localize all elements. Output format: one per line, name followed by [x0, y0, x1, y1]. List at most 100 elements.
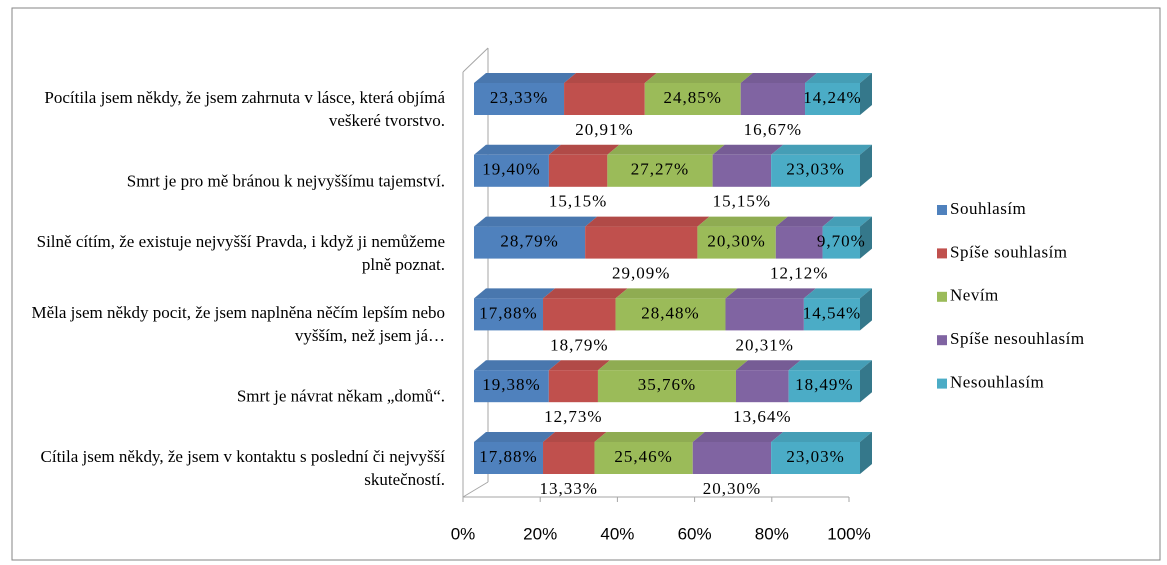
category-label: Pocítila jsem někdy, že jsem zahrnuta v …	[44, 88, 445, 130]
legend-swatch	[937, 248, 947, 259]
value-label: 15,15%	[549, 192, 607, 211]
bar	[771, 154, 860, 187]
bar	[543, 442, 595, 474]
bar-side	[860, 288, 872, 331]
value-label: 13,64%	[733, 407, 791, 426]
back-wall	[462, 47, 489, 498]
legend-swatch	[937, 335, 947, 346]
value-label: 28,48%	[641, 303, 699, 322]
bar	[740, 83, 806, 115]
bar	[725, 298, 804, 331]
value-label: 28,79%	[500, 232, 558, 251]
bar-top	[474, 288, 556, 299]
bar-side	[860, 73, 872, 115]
bar-top	[564, 73, 657, 83]
bar-top	[543, 288, 628, 299]
bar-top	[474, 432, 556, 442]
legend-label: Spíše nesouhlasím	[950, 329, 1085, 348]
category-label: Cítila jsem někdy, že jsem v kontaktu s …	[40, 447, 445, 489]
value-label: 19,38%	[482, 375, 540, 394]
value-label: 14,54%	[803, 303, 861, 322]
bar	[735, 370, 789, 403]
value-label: 17,88%	[479, 447, 537, 466]
bar-top	[474, 216, 598, 227]
wall-edge	[462, 47, 489, 73]
bar-side	[860, 360, 872, 403]
value-label: 14,24%	[803, 88, 861, 107]
legend-swatch	[937, 205, 947, 215]
value-label: 24,85%	[664, 88, 722, 107]
x-tick-label: 0%	[451, 524, 476, 543]
legend-swatch	[937, 378, 947, 389]
value-label: 12,73%	[544, 407, 602, 426]
bar	[803, 298, 860, 331]
x-tick-label: 60%	[678, 524, 712, 543]
bar	[548, 154, 608, 187]
bar	[788, 370, 860, 403]
bar	[771, 442, 860, 474]
bar	[775, 226, 823, 259]
legend-label: Spíše souhlasím	[950, 242, 1068, 261]
value-label: 23,03%	[786, 447, 844, 466]
value-label: 35,76%	[638, 375, 696, 394]
value-label: 19,40%	[482, 160, 540, 179]
bar	[805, 83, 860, 115]
value-label: 17,88%	[479, 303, 537, 322]
bar	[822, 226, 860, 259]
value-label: 20,31%	[735, 335, 793, 354]
bar-top	[805, 73, 872, 83]
bar-top	[725, 288, 816, 299]
bar-top	[712, 144, 784, 155]
value-label: 16,67%	[744, 120, 802, 139]
value-label: 13,33%	[540, 479, 598, 498]
bar	[474, 83, 565, 115]
value-label: 29,09%	[612, 264, 670, 283]
bar	[597, 370, 736, 403]
value-label: 20,30%	[703, 479, 761, 498]
x-tick-label: 100%	[827, 524, 870, 543]
bar	[543, 298, 616, 331]
bar	[697, 226, 776, 259]
bar	[712, 154, 772, 187]
bar-top	[644, 73, 753, 83]
bar-top	[607, 144, 725, 155]
bar	[585, 226, 698, 259]
bar	[644, 83, 741, 115]
legend-label: Nevím	[950, 286, 999, 305]
bar	[564, 83, 645, 115]
legend-label: Nesouhlasím	[950, 373, 1044, 392]
value-label: 18,49%	[795, 375, 853, 394]
bar-top	[474, 360, 561, 371]
value-label: 18,79%	[550, 335, 608, 354]
category-label: Smrt je návrat někam „domů“.	[236, 386, 445, 406]
bar-top	[822, 216, 872, 227]
category-label: Smrt je pro mě bránou k nejvyššímu tajem…	[126, 171, 445, 191]
bar-side	[860, 216, 872, 259]
bar	[474, 298, 544, 331]
value-label: 25,46%	[614, 447, 672, 466]
bar-top	[692, 432, 784, 442]
value-label: 9,70%	[817, 232, 866, 251]
bar-top	[585, 216, 710, 227]
bar-side	[860, 432, 872, 474]
value-label: 27,27%	[631, 160, 689, 179]
bar	[474, 370, 549, 403]
bar-top	[548, 144, 620, 155]
bar-top	[548, 360, 610, 371]
category-label: Silně cítím, že existuje nejvyšší Pravda…	[36, 231, 445, 274]
bar-top	[735, 360, 801, 371]
bar	[594, 442, 693, 474]
bar	[615, 298, 726, 331]
bar-top	[474, 73, 577, 83]
bar-top	[740, 73, 818, 83]
category-label: Měla jsem někdy pocit, že jsem naplněna …	[31, 303, 445, 346]
bar	[474, 442, 544, 474]
bar-top	[594, 432, 705, 442]
x-tick-label: 40%	[600, 524, 634, 543]
bar-top	[597, 360, 748, 371]
value-label: 23,33%	[490, 88, 548, 107]
value-label: 20,30%	[707, 232, 765, 251]
bar-top	[615, 288, 738, 299]
x-tick-label: 80%	[755, 524, 789, 543]
